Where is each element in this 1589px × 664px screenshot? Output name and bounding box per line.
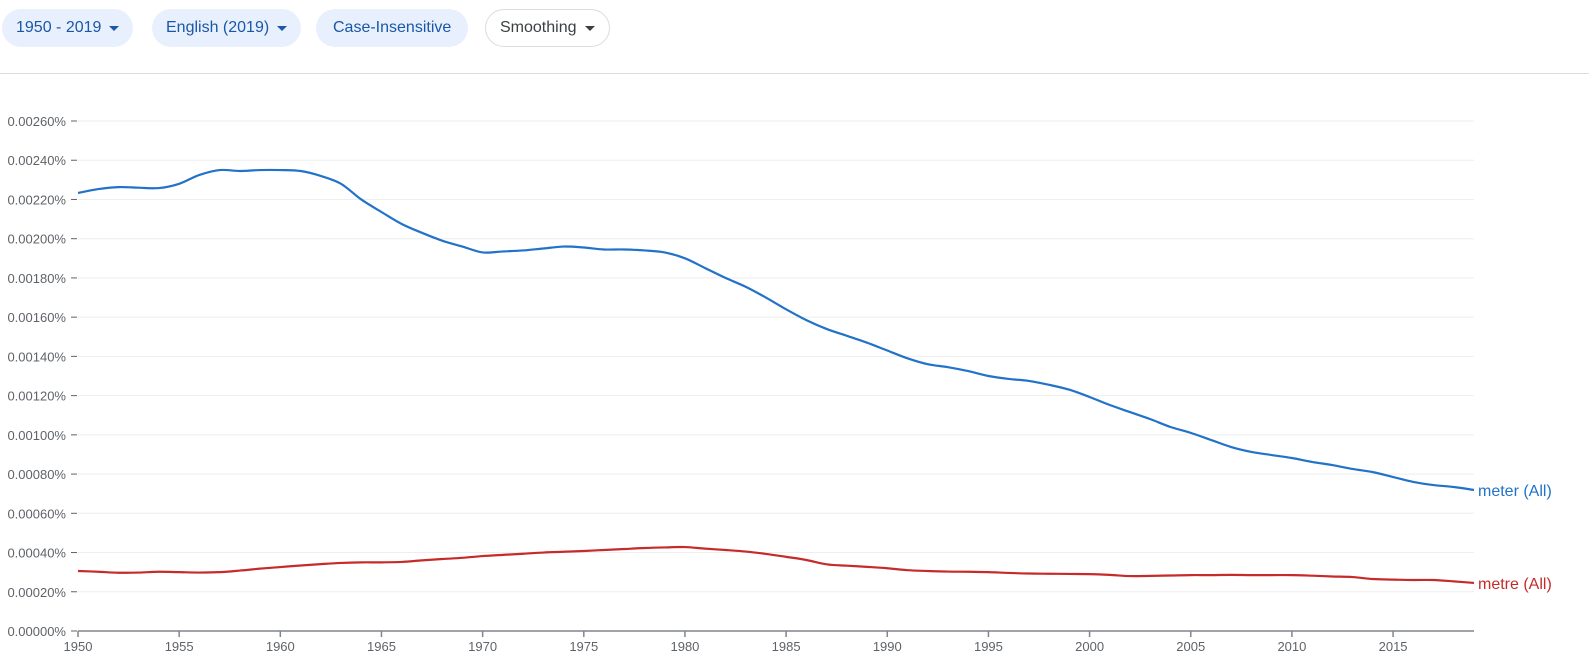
smoothing-label: Smoothing [500,19,577,36]
case-label: Case-Insensitive [333,19,452,36]
y-tick-label: 0.00240% [7,153,66,168]
y-tick-label: 0.00200% [7,232,66,247]
y-tick-label: 0.00120% [7,389,66,404]
toolbar: 1950 - 2019 English (2019) Case-Insensit… [0,0,1589,74]
series-line-metre [77,545,1475,585]
y-tick-label: 0.00100% [7,428,66,443]
case-insensitive-toggle[interactable]: Case-Insensitive [316,9,469,47]
y-tick-label: 0.00080% [7,467,66,482]
caret-down-icon [584,25,595,31]
x-tick-label: 2015 [1379,639,1408,654]
y-tick-label: 0.00140% [7,349,66,364]
y-tick-label: 0.00260% [7,114,66,129]
series-label-metre: metre (All) [1478,576,1552,593]
x-tick-label: 1980 [670,639,699,654]
x-tick-label: 1985 [772,639,801,654]
smoothing-dropdown[interactable]: Smoothing [485,9,610,47]
x-tick-label: 1950 [64,639,93,654]
caret-down-icon [277,25,288,31]
x-tick-label: 1955 [165,639,194,654]
x-tick-label: 1975 [569,639,598,654]
corpus-label: English (2019) [166,19,270,36]
corpus-dropdown[interactable]: English (2019) [152,9,302,47]
x-tick-label: 1990 [873,639,902,654]
x-tick-label: 1965 [367,639,396,654]
x-tick-label: 1960 [266,639,295,654]
x-tick-label: 2000 [1075,639,1104,654]
y-tick-label: 0.00220% [7,192,66,207]
y-tick-label: 0.00020% [7,585,66,600]
series-label-meter: meter (All) [1478,483,1552,500]
x-tick-label: 2010 [1277,639,1306,654]
y-tick-label: 0.00060% [7,506,66,521]
year-range-label: 1950 - 2019 [16,19,102,36]
caret-down-icon [109,25,120,31]
y-tick-label: 0.00160% [7,310,66,325]
series-line-meter [77,168,1475,492]
x-tick-label: 1995 [974,639,1003,654]
y-tick-label: 0.00180% [7,271,66,286]
x-tick-label: 2005 [1176,639,1205,654]
y-tick-label: 0.00000% [7,624,66,639]
y-tick-label: 0.00040% [7,546,66,561]
x-tick-label: 1970 [468,639,497,654]
year-range-dropdown[interactable]: 1950 - 2019 [2,9,134,47]
